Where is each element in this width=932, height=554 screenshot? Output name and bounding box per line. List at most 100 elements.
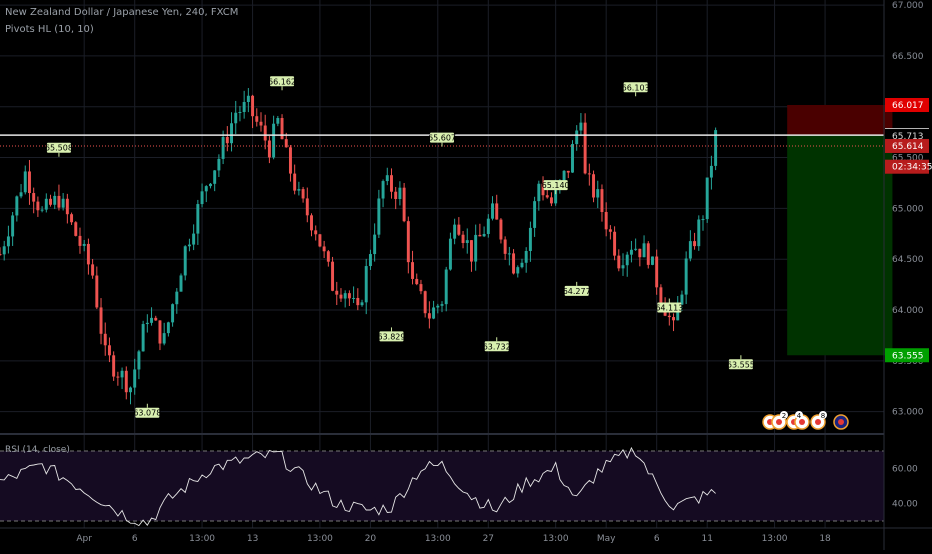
candle[interactable] bbox=[402, 187, 406, 222]
candle[interactable] bbox=[326, 251, 330, 262]
candle[interactable] bbox=[196, 204, 200, 234]
candle[interactable] bbox=[482, 233, 486, 237]
candle[interactable] bbox=[116, 376, 120, 378]
rsi-line[interactable] bbox=[0, 446, 716, 527]
candle[interactable] bbox=[137, 351, 141, 370]
candle[interactable] bbox=[453, 224, 457, 239]
candle[interactable] bbox=[112, 355, 116, 377]
candle[interactable] bbox=[520, 262, 524, 268]
candle[interactable] bbox=[133, 369, 137, 388]
candle[interactable] bbox=[432, 307, 436, 319]
candle[interactable] bbox=[272, 123, 276, 158]
candle[interactable] bbox=[562, 170, 566, 181]
candle[interactable] bbox=[107, 345, 111, 356]
candle[interactable] bbox=[318, 234, 322, 247]
candle[interactable] bbox=[554, 188, 558, 204]
candle[interactable] bbox=[175, 291, 179, 305]
candle[interactable] bbox=[238, 112, 242, 114]
candle[interactable] bbox=[360, 302, 364, 306]
candle[interactable] bbox=[310, 215, 313, 231]
candle[interactable] bbox=[162, 333, 166, 344]
candle[interactable] bbox=[688, 241, 692, 259]
candle[interactable] bbox=[709, 165, 713, 178]
candle[interactable] bbox=[587, 173, 591, 175]
candle[interactable] bbox=[204, 186, 208, 192]
candle[interactable] bbox=[347, 293, 351, 299]
candle[interactable] bbox=[120, 370, 124, 378]
candle[interactable] bbox=[234, 112, 238, 124]
candle[interactable] bbox=[705, 177, 709, 220]
candle[interactable] bbox=[343, 293, 347, 299]
candle[interactable] bbox=[575, 130, 579, 145]
candle[interactable] bbox=[32, 193, 36, 202]
candle[interactable] bbox=[154, 317, 158, 321]
candle[interactable] bbox=[701, 219, 705, 221]
candle[interactable] bbox=[314, 230, 318, 235]
rsi-legend[interactable]: RSI (14, close) bbox=[5, 445, 70, 455]
candle[interactable] bbox=[427, 313, 431, 319]
candle[interactable] bbox=[406, 221, 410, 263]
candle[interactable] bbox=[423, 291, 427, 314]
candle[interactable] bbox=[411, 262, 415, 279]
candle[interactable] bbox=[99, 307, 103, 334]
stop-loss-zone[interactable] bbox=[787, 105, 893, 136]
candle[interactable] bbox=[533, 201, 537, 228]
candle[interactable] bbox=[27, 171, 31, 194]
candle[interactable] bbox=[263, 125, 267, 141]
candle[interactable] bbox=[150, 317, 154, 323]
candle[interactable] bbox=[524, 250, 528, 263]
candle[interactable] bbox=[444, 269, 448, 305]
candle[interactable] bbox=[478, 234, 482, 237]
price-tag[interactable] bbox=[885, 138, 929, 153]
candle[interactable] bbox=[192, 233, 196, 245]
candle[interactable] bbox=[356, 297, 360, 306]
candle[interactable] bbox=[625, 254, 629, 266]
candle[interactable] bbox=[65, 198, 69, 215]
candle[interactable] bbox=[335, 290, 339, 295]
candle[interactable] bbox=[684, 258, 688, 295]
candle[interactable] bbox=[651, 256, 654, 265]
candle[interactable] bbox=[158, 320, 162, 344]
candle[interactable] bbox=[566, 170, 570, 173]
candle[interactable] bbox=[503, 239, 507, 254]
candle[interactable] bbox=[617, 255, 621, 269]
candle[interactable] bbox=[70, 214, 74, 223]
candle[interactable] bbox=[221, 137, 225, 159]
candle[interactable] bbox=[86, 243, 90, 265]
candle[interactable] bbox=[465, 240, 469, 243]
candle[interactable] bbox=[2, 246, 6, 255]
candle[interactable] bbox=[381, 181, 385, 199]
candle[interactable] bbox=[213, 170, 217, 184]
candle[interactable] bbox=[297, 189, 301, 191]
candle[interactable] bbox=[390, 175, 393, 192]
candle[interactable] bbox=[436, 305, 440, 308]
candle[interactable] bbox=[0, 254, 2, 256]
candle[interactable] bbox=[655, 256, 659, 288]
candle[interactable] bbox=[276, 118, 280, 124]
candle[interactable] bbox=[171, 304, 175, 323]
candle[interactable] bbox=[259, 121, 263, 126]
candle[interactable] bbox=[646, 243, 650, 265]
candle[interactable] bbox=[225, 137, 229, 144]
candle[interactable] bbox=[680, 294, 684, 305]
candle[interactable] bbox=[377, 198, 381, 235]
candle[interactable] bbox=[398, 187, 402, 199]
candle[interactable] bbox=[74, 222, 78, 236]
candle[interactable] bbox=[608, 229, 612, 232]
candle[interactable] bbox=[461, 234, 465, 243]
candle[interactable] bbox=[305, 198, 309, 216]
candle[interactable] bbox=[364, 266, 368, 303]
candle[interactable] bbox=[667, 315, 671, 318]
candle[interactable] bbox=[49, 198, 52, 205]
candle[interactable] bbox=[200, 191, 204, 205]
candle[interactable] bbox=[36, 201, 40, 211]
candle[interactable] bbox=[621, 265, 625, 269]
candle[interactable] bbox=[145, 322, 149, 325]
candle[interactable] bbox=[255, 116, 259, 122]
candle[interactable] bbox=[385, 175, 389, 182]
candle[interactable] bbox=[528, 227, 532, 251]
candle[interactable] bbox=[448, 238, 452, 270]
candle[interactable] bbox=[638, 248, 642, 258]
candle[interactable] bbox=[11, 215, 15, 237]
